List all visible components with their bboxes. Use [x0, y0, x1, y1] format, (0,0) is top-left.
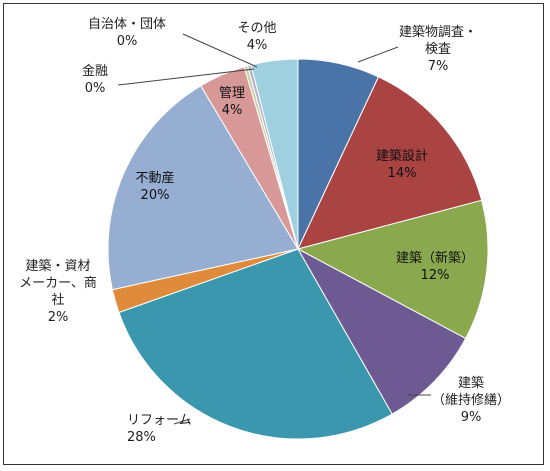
- pie-slice: [296, 199, 489, 340]
- leader-line: [182, 33, 258, 68]
- slice-label: 管理 4%: [219, 86, 245, 118]
- slice-label: 建築・資材メーカー、商社 2%: [19, 259, 97, 325]
- pie-slice: [297, 76, 483, 250]
- leader-line: [173, 418, 191, 425]
- slice-label: 建築物調査・検査 7%: [399, 25, 477, 74]
- pie-slice: [107, 85, 299, 291]
- leader-line: [117, 68, 255, 86]
- slice-label: 建築（維持修繕） 9%: [432, 376, 510, 425]
- slice-label: 建築（新築） 12%: [396, 250, 474, 283]
- slice-label: 不動産 20%: [135, 170, 174, 203]
- slice-label: 金融 0%: [82, 63, 108, 96]
- pie-slice: [296, 247, 467, 415]
- slice-label: 自治体・団体 0%: [88, 17, 166, 49]
- pie-slice: [118, 248, 393, 440]
- leader-line: [357, 46, 399, 63]
- pie-slice: [250, 58, 299, 250]
- slice-label: リフォーム 28%: [127, 413, 192, 445]
- slice-label: その他 4%: [237, 21, 276, 53]
- slice-label: 建築設計 14%: [376, 148, 428, 181]
